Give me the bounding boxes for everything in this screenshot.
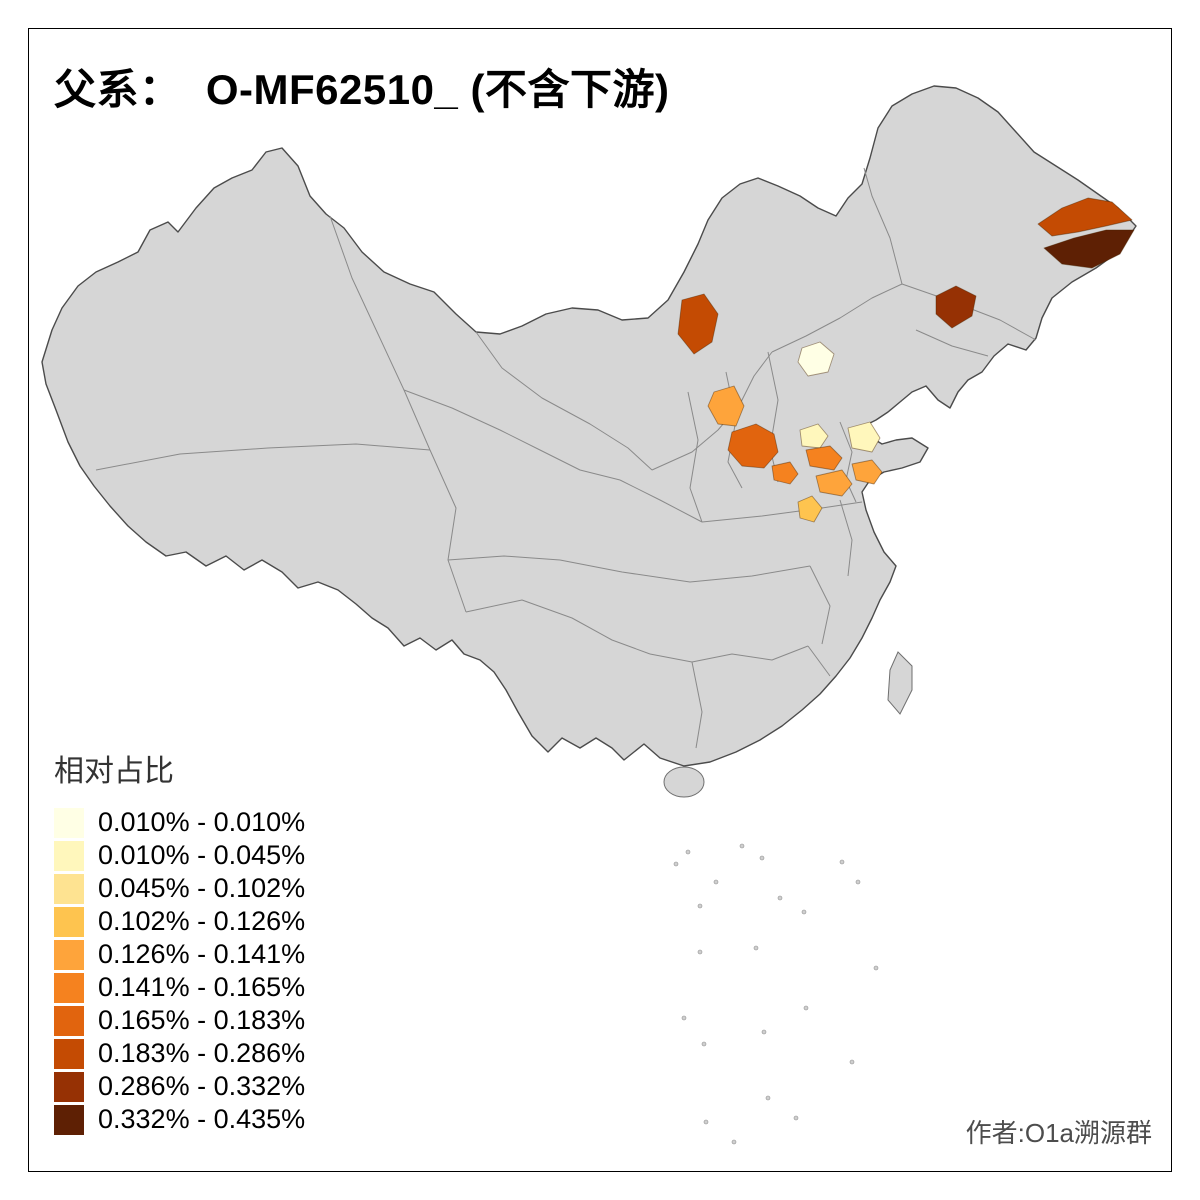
region-henan-east — [815, 469, 853, 497]
legend-swatch — [54, 906, 84, 937]
legend-item: 0.141% - 0.165% — [54, 971, 305, 1004]
legend: 相对占比 0.010% - 0.010% 0.010% - 0.045% 0.0… — [54, 746, 305, 1136]
region-inner-mongolia-hetao — [677, 293, 719, 355]
region-shanxi-southwest — [727, 423, 779, 469]
legend-label: 0.141% - 0.165% — [98, 972, 306, 1002]
region-henan-west — [771, 461, 799, 485]
legend-item: 0.165% - 0.183% — [54, 1004, 305, 1037]
legend-swatch — [54, 840, 84, 871]
legend-swatch — [54, 807, 84, 838]
legend-swatch — [54, 873, 84, 904]
region-heilongjiang-ne-border — [1037, 197, 1133, 237]
region-shanxi-north — [707, 385, 745, 427]
legend-swatch — [54, 1038, 84, 1069]
legend-item: 0.102% - 0.126% — [54, 905, 305, 938]
legend-item: 0.126% - 0.141% — [54, 938, 305, 971]
china-mainland — [41, 85, 1137, 767]
legend-label: 0.286% - 0.332% — [98, 1071, 306, 1101]
legend-item: 0.183% - 0.286% — [54, 1037, 305, 1070]
legend-swatch — [54, 972, 84, 1003]
legend-label: 0.102% - 0.126% — [98, 906, 306, 936]
legend-label: 0.165% - 0.183% — [98, 1005, 306, 1035]
legend-swatch — [54, 939, 84, 970]
legend-label: 0.183% - 0.286% — [98, 1038, 306, 1068]
south-china-sea-islets — [673, 843, 879, 1145]
legend-swatch — [54, 1071, 84, 1102]
region-jilin-liaoning-east — [935, 285, 977, 329]
region-henan-north-pale — [799, 423, 829, 449]
map-title: 父系： O-MF62510_ (不含下游) — [54, 66, 670, 113]
country-outline — [41, 85, 1137, 767]
author-credit: 作者:O1a溯源群 — [965, 1118, 1152, 1148]
region-henan-south — [797, 495, 823, 523]
hainan-island — [663, 766, 705, 798]
legend-label: 0.010% - 0.045% — [98, 840, 306, 870]
region-henan-north-orange — [805, 445, 843, 471]
region-beijing — [797, 341, 835, 377]
legend-item: 0.286% - 0.332% — [54, 1070, 305, 1103]
legend-item: 0.010% - 0.010% — [54, 806, 305, 839]
legend-label: 0.126% - 0.141% — [98, 939, 306, 969]
legend-item: 0.045% - 0.102% — [54, 872, 305, 905]
legend-label: 0.332% - 0.435% — [98, 1104, 306, 1134]
legend-item: 0.010% - 0.045% — [54, 839, 305, 872]
taiwan-island — [887, 651, 913, 715]
region-heilongjiang-far-east — [1043, 229, 1135, 269]
region-shandong-west-pale — [847, 421, 881, 453]
highlighted-regions — [677, 197, 1135, 523]
islands — [663, 651, 913, 1145]
legend-item: 0.332% - 0.435% — [54, 1103, 305, 1136]
legend-title: 相对占比 — [54, 755, 174, 788]
legend-swatch — [54, 1104, 84, 1135]
legend-label: 0.010% - 0.010% — [98, 807, 306, 837]
legend-label: 0.045% - 0.102% — [98, 873, 306, 903]
region-shandong-southwest — [851, 459, 883, 485]
legend-swatch — [54, 1005, 84, 1036]
